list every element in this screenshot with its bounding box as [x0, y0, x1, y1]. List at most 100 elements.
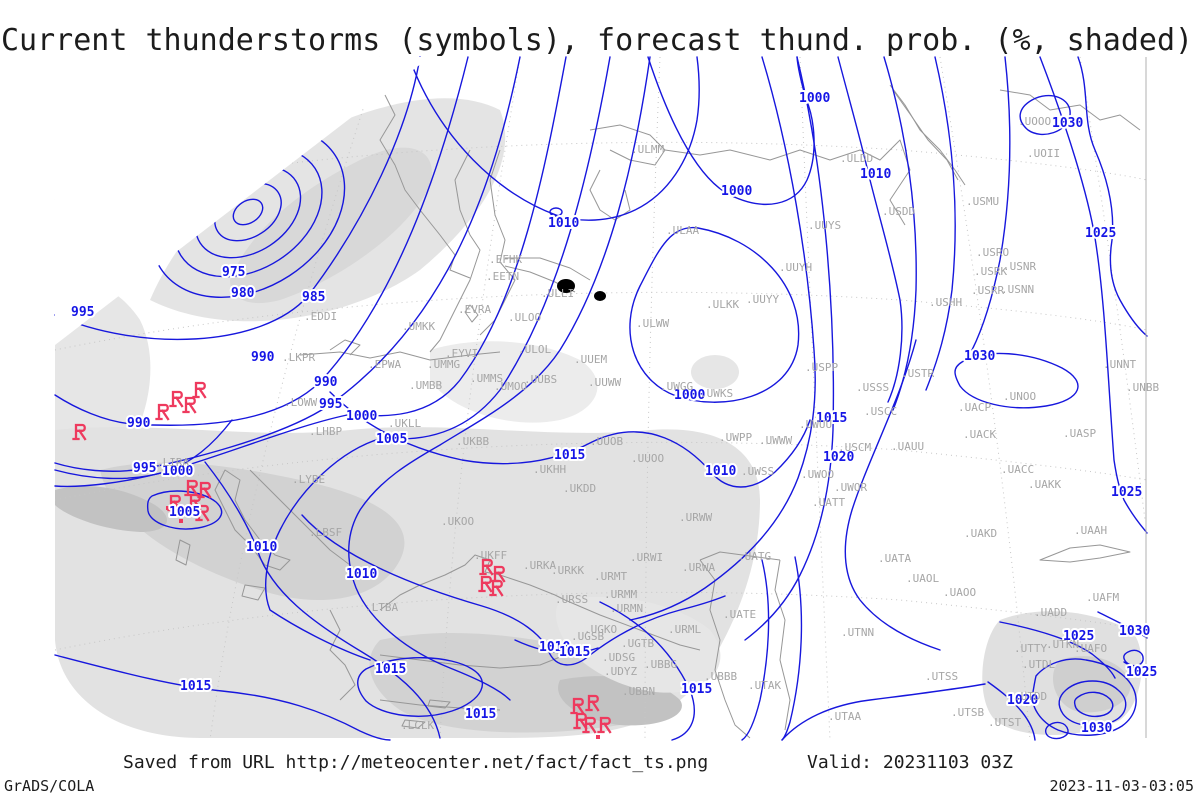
station-label: .UAKD	[964, 527, 997, 540]
station-label: .UKHH	[533, 463, 566, 476]
pressure-label: 1010	[346, 567, 377, 582]
pressure-label: 1015	[180, 679, 211, 694]
station-label: .USRO	[976, 246, 1009, 259]
station-label: .ULKK	[706, 298, 739, 311]
station-label: .UACC	[1001, 463, 1034, 476]
pressure-label: 1010	[539, 640, 570, 655]
station-label: .USSS	[856, 381, 889, 394]
station-label: .ULOL	[518, 343, 551, 356]
pressure-label: 1025	[1063, 629, 1094, 644]
station-label: .UWGG	[660, 380, 693, 393]
pressure-label: 1000	[799, 91, 830, 106]
station-label: .UUYS	[808, 219, 841, 232]
station-label: .UATE	[723, 608, 756, 621]
station-label: .UTKN	[1046, 638, 1079, 651]
station-label: .ULDD	[840, 152, 873, 165]
station-label: .UASP	[1063, 427, 1096, 440]
station-label: .UUWW	[588, 376, 621, 389]
station-label: .UATG	[738, 550, 771, 563]
pressure-label: 1015	[559, 645, 590, 660]
station-label: .ULLI	[541, 287, 574, 300]
station-label: .URWW	[679, 511, 712, 524]
station-label: .URMN	[610, 602, 643, 615]
page-title: Current thunderstorms (symbols), forecas…	[1, 26, 1194, 56]
station-label: .UNNT	[1103, 358, 1136, 371]
station-label: .UUOB	[590, 435, 623, 448]
station-label: .UATT	[812, 496, 845, 509]
station-label: .UWKS	[700, 387, 733, 400]
station-label: .USDD	[882, 205, 915, 218]
station-label: .UWWW	[759, 434, 792, 447]
station-label: .ULWW	[636, 317, 669, 330]
pressure-label: 1015	[375, 662, 406, 677]
pressure-label: 1030	[1052, 116, 1083, 131]
station-label: .LIRA	[156, 456, 189, 469]
station-label: .EYVI	[445, 347, 478, 360]
pressure-label: 1010	[548, 216, 579, 231]
coastline-layer	[175, 84, 1141, 739]
thunderstorm-symbol	[155, 403, 170, 421]
pressure-label: 990	[314, 375, 338, 390]
station-label: .UUOO	[631, 452, 664, 465]
pressure-label: 990	[251, 350, 275, 365]
station-label: .URKK	[551, 564, 584, 577]
pressure-label: 1025	[1126, 665, 1157, 680]
station-label: .EDDI	[304, 310, 337, 323]
pressure-label: 1030	[964, 349, 995, 364]
thunderstorm-symbol	[192, 381, 207, 399]
station-label: .UOII	[1027, 147, 1060, 160]
pressure-label: 1025	[1111, 485, 1142, 500]
station-label: .USTR	[901, 367, 934, 380]
station-label: .UMKK	[402, 320, 435, 333]
station-label: .URWA	[682, 561, 715, 574]
station-label: .LKPR	[282, 351, 315, 364]
station-label: .UKFF	[474, 549, 507, 562]
station-label: .URMT	[594, 570, 627, 583]
station-label: .UMOO	[494, 380, 527, 393]
station-label: .USRR	[971, 284, 1004, 297]
station-label: .UAOL	[906, 572, 939, 585]
pressure-label: 1010	[246, 540, 277, 555]
pressure-label: 1015	[554, 448, 585, 463]
pressure-label: 1000	[674, 388, 705, 403]
station-label: .USRK	[974, 265, 1007, 278]
station-label: .UKOO	[441, 515, 474, 528]
station-label: .UKLL	[388, 417, 421, 430]
station-label: .UMBB	[409, 379, 442, 392]
station-label: .USCC	[864, 405, 897, 418]
station-label: .UACK	[963, 428, 996, 441]
station-label: .URWI	[630, 551, 663, 564]
pressure-label: 1000	[162, 464, 193, 479]
station-label: .UGKO	[584, 623, 617, 636]
station-label: .USNR	[1003, 260, 1036, 273]
station-label: .URMM	[604, 588, 637, 601]
station-label: .ULOO	[508, 311, 541, 324]
station-label: .EPWA	[368, 358, 401, 371]
station-label: .UADD	[1034, 606, 1067, 619]
station-label: .UTSS	[925, 670, 958, 683]
station-label: .UDSG	[602, 651, 635, 664]
station-label: .UDYZ	[604, 665, 637, 678]
station-label: .UOOO	[1018, 115, 1051, 128]
pressure-label: 1000	[346, 409, 377, 424]
pressure-label: 1025	[1085, 226, 1116, 241]
pressure-label: 1005	[376, 432, 407, 447]
pressure-label: 1010	[860, 167, 891, 182]
station-label: .UTST	[988, 716, 1021, 729]
graticule-layer	[54, 56, 1148, 741]
pressure-label: 995	[71, 305, 94, 320]
station-label: .UTTY	[1014, 642, 1047, 655]
station-label: .UGSB	[571, 630, 604, 643]
station-label: .UMMG	[427, 358, 460, 371]
station-label: .UTDD	[1014, 690, 1047, 703]
station-label: .UUBS	[524, 373, 557, 386]
valid-time-text: Valid: 20231103 03Z	[807, 752, 1013, 773]
pressure-label: 1015	[465, 707, 496, 722]
isobar-layer	[54, 56, 1148, 741]
station-label: .USCM	[838, 441, 871, 454]
station-label: .LBSF	[309, 526, 342, 539]
station-label: .LTBA	[365, 601, 398, 614]
station-label: .UAKK	[1028, 478, 1061, 491]
station-label: .URML	[668, 623, 701, 636]
